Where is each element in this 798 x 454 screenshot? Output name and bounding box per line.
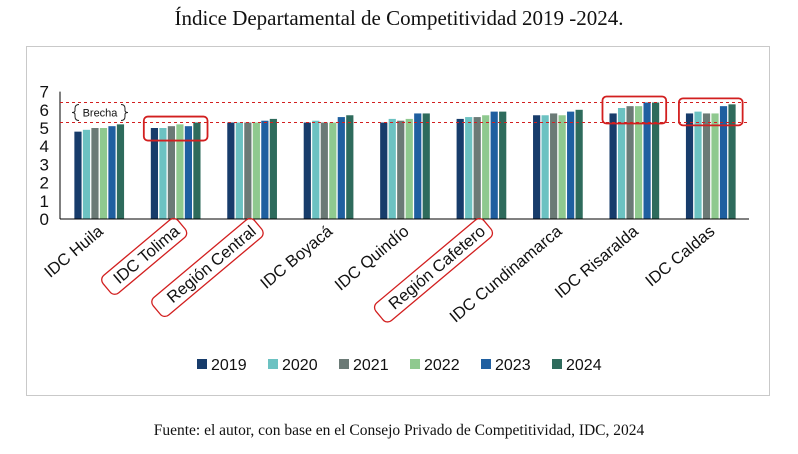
highlight-group-0 bbox=[142, 115, 209, 142]
bar-2019-8 bbox=[685, 113, 694, 219]
bar-2019-6 bbox=[533, 115, 541, 219]
bar-2021-5 bbox=[473, 117, 481, 219]
bar-2023-7 bbox=[643, 102, 651, 219]
bar-2019-4 bbox=[380, 122, 388, 219]
bar-2021-3 bbox=[320, 122, 328, 219]
legend-swatch-2020 bbox=[268, 359, 278, 369]
bar-2020-4 bbox=[388, 118, 396, 219]
category-label-highlight-5 bbox=[373, 217, 494, 323]
category-label-1: IDC Tolima bbox=[110, 222, 184, 288]
bar-2024-3 bbox=[346, 115, 354, 219]
category-group-3: IDC Boyacá bbox=[257, 222, 337, 293]
y-tick-label-6: 6 bbox=[40, 101, 49, 120]
bar-2021-6 bbox=[550, 113, 558, 219]
gap-bracket-left bbox=[71, 104, 80, 122]
bar-2021-4 bbox=[397, 120, 405, 219]
gap-bracket-right bbox=[120, 104, 129, 122]
category-label-8: IDC Caldas bbox=[642, 222, 718, 290]
y-tick-label-7: 7 bbox=[40, 83, 49, 102]
category-group-7: IDC Risaralda bbox=[552, 222, 643, 302]
bar-2021-1 bbox=[167, 126, 176, 219]
bar-2024-6 bbox=[575, 109, 583, 219]
bar-2024-2 bbox=[269, 118, 277, 219]
bar-2019-5 bbox=[456, 118, 464, 219]
legend-swatch-2019 bbox=[197, 359, 207, 369]
bar-2023-1 bbox=[184, 126, 193, 219]
category-label-0: IDC Huila bbox=[41, 222, 107, 282]
bar-2021-7 bbox=[626, 106, 634, 219]
bar-2020-7 bbox=[617, 107, 626, 219]
bar-2022-7 bbox=[634, 106, 643, 219]
y-tick-label-2: 2 bbox=[40, 174, 49, 193]
bar-2023-2 bbox=[261, 120, 269, 219]
category-label-3: IDC Boyacá bbox=[257, 222, 337, 293]
bar-2022-6 bbox=[558, 115, 566, 219]
bar-2020-6 bbox=[541, 115, 549, 219]
bar-2022-3 bbox=[329, 122, 337, 219]
bar-2022-2 bbox=[252, 122, 260, 219]
bar-2023-3 bbox=[337, 117, 345, 219]
bar-2022-4 bbox=[405, 118, 413, 219]
chart-frame: 0 1 2 3 4 5 6 7 Brecha IDC Huila IDC Tolima Región … bbox=[26, 46, 770, 396]
bar-2023-5 bbox=[490, 111, 498, 219]
category-group-8: IDC Caldas bbox=[642, 222, 718, 290]
bar-2020-8 bbox=[694, 111, 702, 219]
bar-2020-1 bbox=[159, 128, 167, 219]
category-group-0: IDC Huila bbox=[41, 222, 107, 282]
y-tick-label-0: 0 bbox=[40, 210, 49, 229]
bar-2024-5 bbox=[499, 111, 507, 219]
bar-2019-0 bbox=[74, 131, 82, 219]
legend-swatch-2022 bbox=[410, 359, 420, 369]
bar-2019-1 bbox=[150, 128, 159, 219]
category-label-highlight-1 bbox=[101, 217, 188, 295]
y-tick-label-4: 4 bbox=[40, 137, 49, 156]
bar-2021-2 bbox=[244, 122, 252, 219]
bar-2019-3 bbox=[303, 122, 311, 219]
legend-swatch-2021 bbox=[339, 359, 349, 369]
bar-2023-6 bbox=[567, 111, 575, 219]
category-label-7: IDC Risaralda bbox=[552, 222, 643, 302]
bar-2024-8 bbox=[728, 104, 736, 219]
legend-label-2022: 2022 bbox=[424, 357, 460, 374]
y-tick-label-1: 1 bbox=[40, 192, 49, 211]
bar-2021-8 bbox=[702, 113, 711, 219]
category-label-highlight-2 bbox=[151, 217, 264, 318]
bar-2023-4 bbox=[414, 113, 422, 219]
legend-swatch-2024 bbox=[552, 359, 562, 369]
bar-2024-7 bbox=[651, 102, 660, 219]
chart-title: Índice Departamental de Competitividad 2… bbox=[174, 6, 624, 30]
bar-2020-2 bbox=[235, 122, 243, 219]
bar-2022-0 bbox=[99, 128, 108, 219]
highlight-group-2 bbox=[678, 97, 744, 127]
legend-label-2023: 2023 bbox=[495, 357, 531, 374]
bar-2023-8 bbox=[719, 106, 728, 219]
gap-label: Brecha bbox=[83, 108, 119, 120]
bar-2024-0 bbox=[116, 124, 125, 219]
y-tick-label-3: 3 bbox=[40, 155, 49, 174]
y-tick-label-5: 5 bbox=[40, 119, 49, 138]
bar-2020-3 bbox=[312, 120, 320, 219]
legend-swatch-2023 bbox=[481, 359, 491, 369]
bar-2020-5 bbox=[465, 117, 473, 219]
bar-2023-0 bbox=[108, 126, 116, 219]
legend-label-2020: 2020 bbox=[282, 357, 318, 374]
source-note: Fuente: el autor, con base en el Consejo… bbox=[153, 422, 645, 439]
bar-2020-0 bbox=[82, 129, 91, 219]
legend-label-2024: 2024 bbox=[566, 357, 602, 374]
bar-2022-8 bbox=[711, 113, 719, 219]
legend-label-2019: 2019 bbox=[211, 357, 247, 374]
bar-2022-1 bbox=[176, 124, 184, 219]
legend-label-2021: 2021 bbox=[353, 357, 389, 374]
highlight-group-1 bbox=[601, 95, 668, 125]
bar-2024-1 bbox=[193, 122, 201, 219]
bar-2022-5 bbox=[482, 115, 490, 219]
bar-2019-7 bbox=[609, 113, 617, 219]
bar-2021-0 bbox=[91, 128, 99, 219]
bar-2024-4 bbox=[422, 113, 430, 219]
bar-2019-2 bbox=[227, 122, 235, 219]
